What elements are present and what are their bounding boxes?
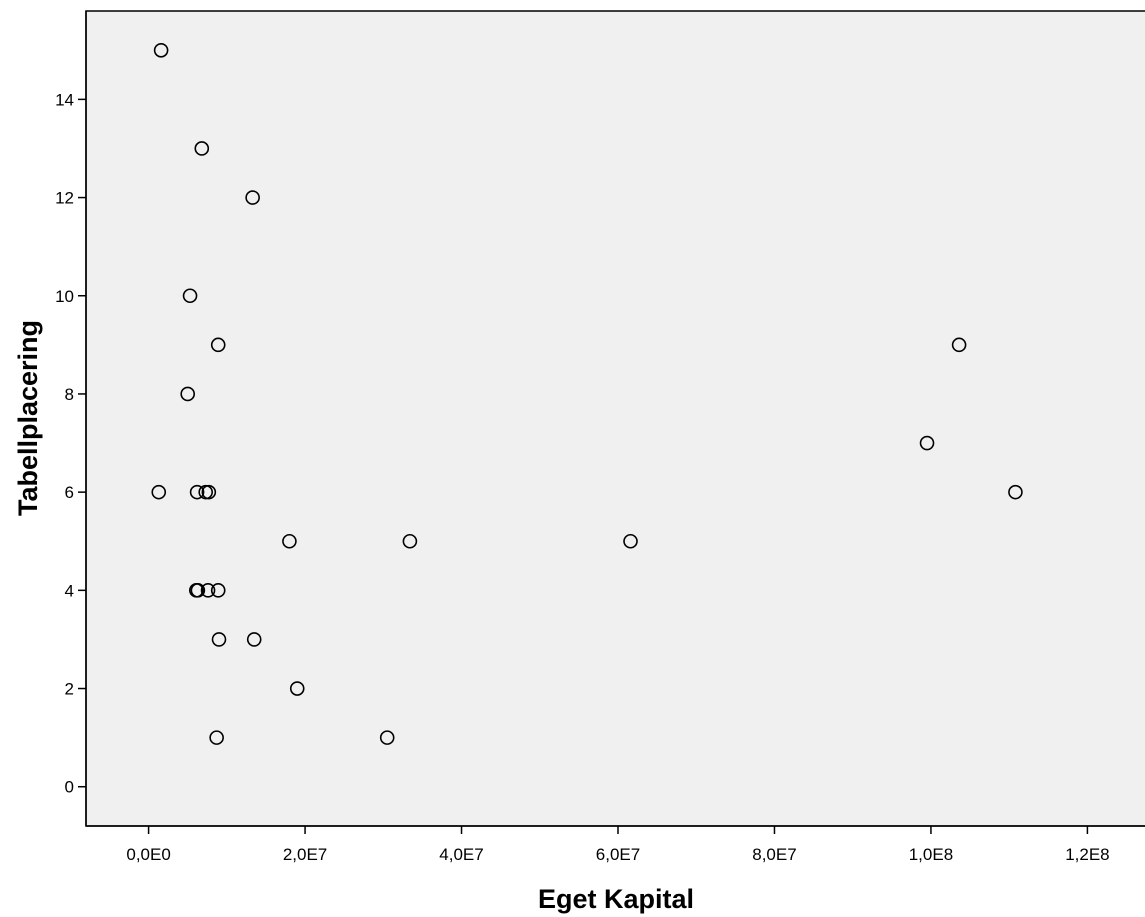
data-point (210, 583, 226, 598)
x-tick-label: 6,0E7 (596, 845, 640, 864)
y-tick-label: 0 (65, 778, 74, 797)
y-tick-label: 10 (55, 287, 74, 306)
data-point (282, 533, 297, 549)
data-point (201, 484, 217, 500)
plot-area (85, 10, 1145, 827)
data-point (189, 484, 205, 500)
x-tick-label: 2,0E7 (283, 845, 327, 864)
y-tick-label: 6 (65, 483, 74, 502)
y-tick-label: 12 (55, 189, 74, 208)
y-tick-label: 8 (65, 385, 74, 404)
data-point (182, 288, 198, 304)
data-point (209, 730, 224, 745)
data-point (151, 484, 167, 500)
data-point (200, 583, 216, 598)
x-tick-label: 8,0E7 (752, 845, 796, 864)
data-point (1008, 484, 1023, 500)
data-point (211, 632, 227, 647)
x-tick-label: 0,0E0 (126, 845, 170, 864)
data-point (919, 435, 935, 451)
x-axis-title: Eget Kapital (538, 884, 694, 914)
data-point (246, 632, 262, 647)
data-point (379, 730, 395, 745)
data-point (180, 386, 196, 402)
data-point (153, 42, 169, 58)
y-tick-label: 4 (65, 581, 74, 600)
x-tick-label: 1,0E8 (909, 845, 953, 864)
data-point (245, 190, 260, 205)
y-tick-label: 14 (55, 90, 74, 109)
data-point (289, 681, 305, 696)
x-axis-ticks: 0,0E0 2,0E7 4,0E7 6,0E7 8,0E7 1,0E8 1,2E8 (126, 826, 1110, 864)
data-point (210, 337, 226, 353)
data-point (402, 533, 418, 549)
data-point (190, 583, 206, 598)
data-points (151, 42, 1023, 745)
y-axis-ticks: 0 2 4 6 8 10 12 14 (55, 90, 86, 797)
data-point (951, 337, 967, 353)
x-tick-label: 1,2E8 (1065, 845, 1109, 864)
y-axis-title: Tabellplacering (13, 320, 43, 516)
y-tick-label: 2 (65, 680, 74, 699)
data-point (194, 141, 210, 156)
data-point (623, 533, 638, 549)
x-tick-label: 4,0E7 (439, 845, 483, 864)
